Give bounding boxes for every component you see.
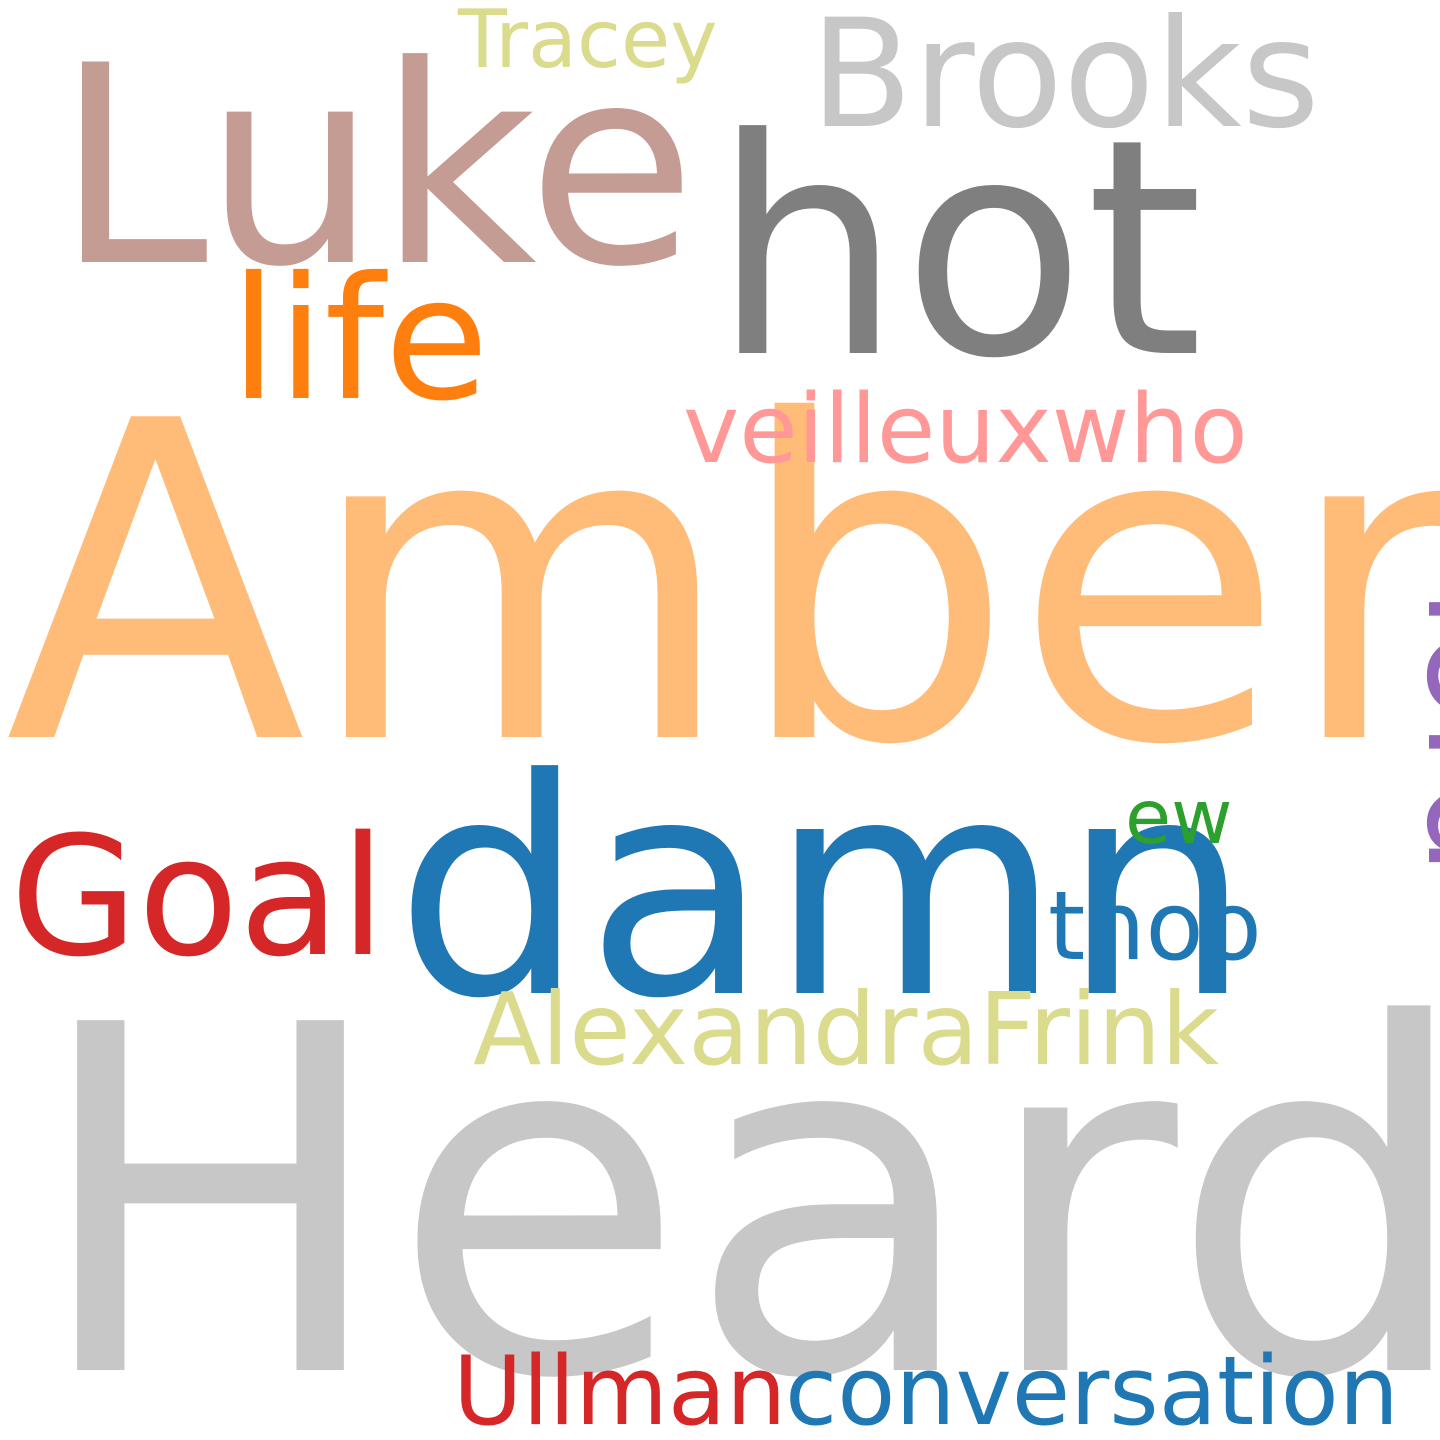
word-hot: hot — [712, 75, 1204, 424]
word-ullman: Ullman — [453, 1337, 787, 1440]
word-damn: damn — [395, 715, 1252, 1064]
word-thoo: thoo — [1048, 872, 1262, 982]
word-alexandrafrink: AlexandraFrink — [473, 971, 1220, 1088]
word-luke: Luke — [55, 7, 697, 327]
word-tracey: Tracey — [458, 0, 718, 86]
word-ew: ew — [1125, 773, 1233, 861]
word-brooks: Brooks — [810, 0, 1320, 162]
word-life: life — [230, 241, 489, 439]
word-heard: Heard — [30, 925, 1440, 1440]
word-amber: Amber — [5, 329, 1440, 841]
word-goal: Goal — [10, 801, 386, 993]
word-conversation: conversation — [785, 1337, 1399, 1440]
word-lord: lord — [1393, 588, 1440, 876]
word-veilleuxwho: veilleuxwho — [683, 375, 1248, 485]
